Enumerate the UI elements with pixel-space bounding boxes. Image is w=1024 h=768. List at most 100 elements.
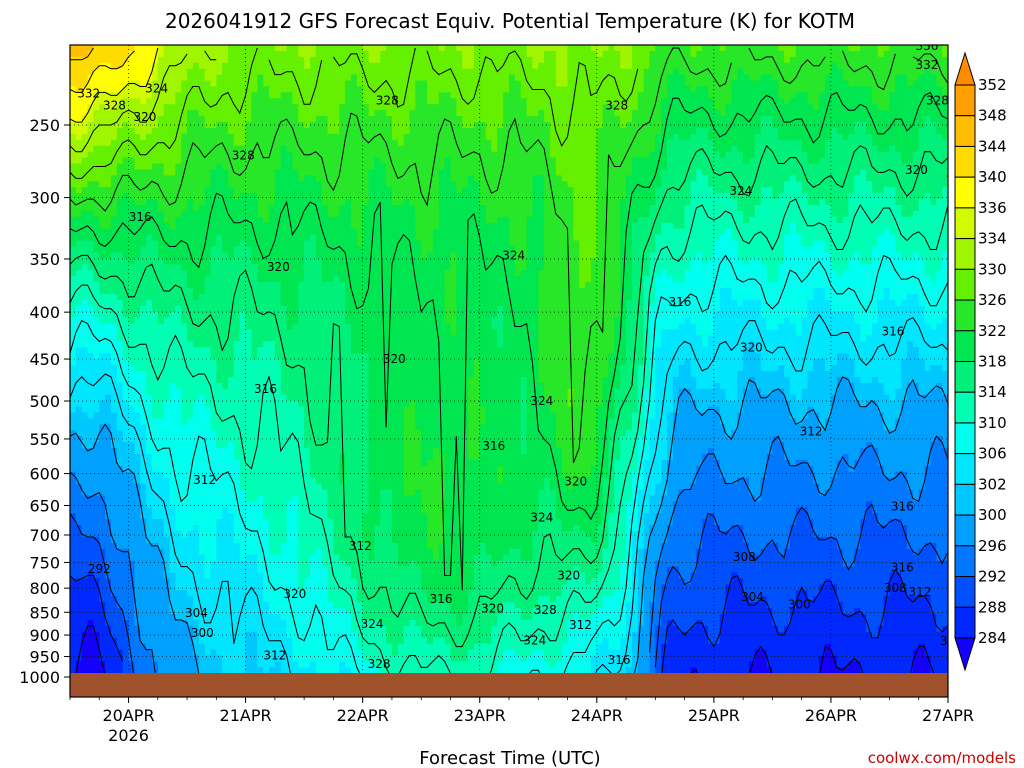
heat-cell (637, 181, 645, 188)
heat-cell (140, 157, 147, 165)
heat-cell (222, 56, 229, 64)
heat-cell (233, 175, 241, 182)
heat-cell (298, 110, 305, 117)
heat-cell (479, 56, 487, 64)
heat-cell (356, 187, 364, 194)
heat-cell (304, 98, 311, 105)
heat-cell (403, 104, 411, 111)
heat-cell (391, 151, 399, 159)
heat-cell (608, 56, 615, 64)
heat-cell (532, 193, 539, 200)
heat-cell (684, 193, 692, 200)
heat-cell (520, 205, 528, 212)
heat-cell (918, 234, 926, 242)
heat-cell (807, 92, 814, 99)
heat-cell (889, 234, 896, 242)
heat-cell (766, 56, 773, 64)
heat-cell (672, 80, 680, 88)
heat-cell (368, 62, 375, 70)
heat-cell (187, 175, 194, 182)
heat-cell (421, 50, 428, 58)
heat-cell (901, 181, 908, 188)
heat-cell (614, 86, 621, 94)
heat-cell (614, 45, 621, 52)
heat-cell (871, 187, 879, 194)
heat-cell (631, 68, 639, 76)
heat-cell (456, 210, 463, 218)
heat-cell (151, 133, 159, 141)
heat-cell (350, 175, 358, 182)
heat-cell (737, 68, 744, 76)
heat-cell (737, 193, 744, 200)
heat-cell (743, 205, 750, 212)
heat-cell (661, 157, 668, 165)
heat-cell (608, 151, 615, 159)
heat-cell (491, 187, 498, 194)
heat-cell (778, 216, 785, 224)
heat-cell (151, 92, 159, 99)
heat-cell (819, 74, 826, 82)
heat-cell (930, 116, 937, 123)
heat-cell (122, 157, 130, 165)
heat-cell (397, 222, 405, 230)
heat-cell (637, 216, 645, 224)
heat-cell (889, 169, 896, 176)
heat-cell (877, 222, 885, 230)
heat-cell (795, 193, 803, 200)
heat-cell (602, 169, 610, 176)
heat-cell (649, 74, 656, 82)
heat-cell (233, 68, 241, 76)
heat-cell (468, 50, 475, 58)
heat-cell (216, 169, 223, 176)
heat-cell (415, 151, 422, 159)
heat-cell (427, 68, 434, 76)
heat-cell (468, 92, 475, 99)
heat-cell (590, 169, 598, 176)
heat-cell (801, 157, 809, 165)
heat-cell (860, 151, 867, 159)
heat-cell (304, 145, 311, 153)
heat-cell (649, 193, 656, 200)
heat-cell (479, 68, 487, 76)
heat-cell (918, 199, 926, 206)
heat-cell (263, 240, 270, 248)
heat-cell (444, 222, 452, 230)
heat-cell (204, 175, 212, 182)
heat-cell (608, 127, 615, 135)
heat-cell (901, 62, 908, 70)
heat-cell (110, 74, 118, 82)
heat-cell (819, 228, 826, 236)
heat-cell (309, 181, 317, 188)
heat-cell (585, 122, 592, 129)
heat-cell (907, 50, 914, 58)
heat-cell (743, 127, 750, 135)
heat-cell (298, 62, 305, 70)
heat-cell (555, 127, 563, 135)
heat-cell (204, 127, 212, 135)
heat-cell (134, 216, 141, 224)
heat-cell (649, 169, 656, 176)
heat-cell (380, 169, 387, 176)
heat-cell (169, 104, 176, 111)
heat-cell (116, 116, 124, 123)
heat-cell (614, 157, 621, 165)
heat-cell (350, 234, 358, 242)
heat-cell (228, 169, 235, 176)
heat-cell (116, 127, 124, 135)
heat-cell (784, 127, 791, 135)
heat-cell (503, 45, 510, 52)
heat-cell (930, 45, 937, 52)
heat-cell (315, 127, 323, 135)
heat-cell (151, 210, 159, 218)
heat-cell (269, 228, 276, 236)
heat-cell (345, 98, 352, 105)
heat-cell (772, 205, 779, 212)
heat-cell (403, 62, 411, 70)
heat-cell (637, 157, 645, 165)
heat-cell (157, 240, 165, 248)
heat-cell (514, 56, 522, 64)
heat-cell (444, 193, 452, 200)
heat-cell (286, 104, 294, 111)
heat-cell (450, 127, 457, 135)
heat-cell (836, 157, 844, 165)
